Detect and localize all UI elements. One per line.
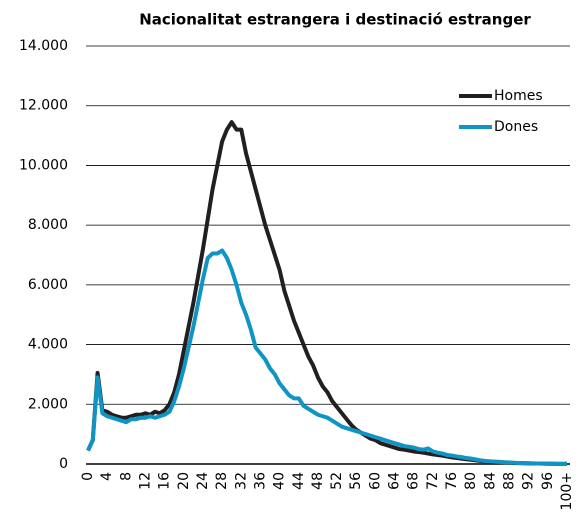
- x-tick-label: 76: [444, 472, 460, 490]
- x-tick-label: 68: [406, 472, 422, 490]
- x-tick-label: 8: [118, 472, 134, 481]
- x-tick-label: 16: [157, 472, 173, 490]
- x-tick-label: 80: [463, 472, 479, 490]
- series-line: [86, 120, 568, 466]
- x-tick-label: 40: [272, 472, 288, 490]
- series-line: [86, 248, 568, 466]
- y-tick-label: 6.000: [28, 277, 68, 293]
- x-tick-label: 96: [540, 472, 556, 490]
- y-tick-label: 12.000: [19, 98, 68, 114]
- x-tick-label: 60: [367, 472, 383, 490]
- y-tick-label: 10.000: [19, 157, 68, 173]
- x-tick-label: 12: [137, 472, 153, 490]
- x-tick-label: 44: [291, 472, 307, 490]
- x-tick-label: 20: [176, 472, 192, 490]
- x-tick-label: 72: [425, 472, 441, 490]
- y-tick-label: 4.000: [28, 337, 68, 353]
- x-tick-label: 36: [252, 472, 268, 490]
- x-tick-label: 28: [214, 472, 230, 490]
- x-tick-label: 88: [502, 472, 518, 490]
- x-tick-label: 0: [80, 472, 96, 481]
- y-tick-label: 2.000: [28, 396, 68, 412]
- x-tick-label: 48: [310, 472, 326, 490]
- x-tick-label: 32: [233, 472, 249, 490]
- x-tick-label: 4: [99, 472, 115, 481]
- x-tick-label: 56: [348, 472, 364, 490]
- x-tick-label: 100+: [559, 472, 575, 510]
- legend-label: Dones: [494, 119, 538, 135]
- chart-title: Nacionalitat estrangera i destinació est…: [139, 11, 531, 29]
- x-tick-label: 64: [387, 472, 403, 490]
- y-tick-label: 8.000: [28, 217, 68, 233]
- y-tick-label: 0: [59, 456, 68, 472]
- x-tick-label: 84: [482, 472, 498, 490]
- y-tick-label: 14.000: [19, 38, 68, 54]
- x-tick-label: 24: [195, 472, 211, 490]
- x-tick-label: 92: [521, 472, 537, 490]
- x-tick-label: 52: [329, 472, 345, 490]
- legend-label: Homes: [494, 88, 543, 104]
